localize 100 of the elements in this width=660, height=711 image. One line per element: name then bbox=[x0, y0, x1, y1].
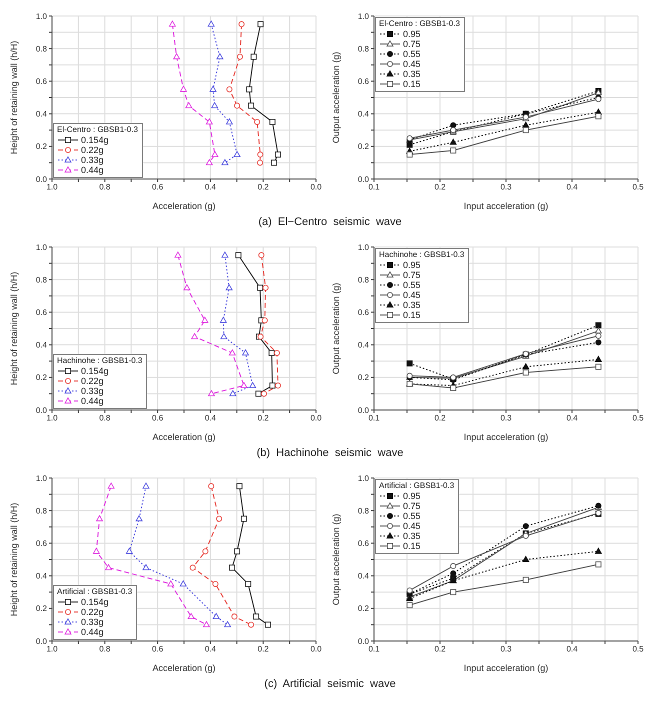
legend-label: 0.95 bbox=[403, 260, 421, 270]
legend-label: 0.55 bbox=[403, 49, 421, 59]
legend-label: 0.154g bbox=[81, 135, 109, 145]
x-tick-label: 0.0 bbox=[310, 414, 322, 423]
text: (c) Artificial seismic wave bbox=[263, 678, 397, 690]
x-tick-label: 0.6 bbox=[152, 644, 164, 654]
legend-title: Artificial : GBSB1-0.3 bbox=[57, 587, 132, 597]
x-tick-label: 0.1 bbox=[368, 182, 380, 192]
x-tick-label: 1.0 bbox=[46, 644, 58, 654]
legend-label: 0.22g bbox=[81, 145, 104, 155]
y-tick-label: 0.0 bbox=[36, 636, 48, 646]
legend-title: Hachinohe : GBSB1-0.3 bbox=[57, 356, 142, 366]
x-axis-title: Input acceleration (g) bbox=[464, 432, 548, 442]
legend-label: 0.45 bbox=[403, 521, 421, 531]
legend-label: 0.22g bbox=[81, 607, 104, 617]
y-tick-label: 0.4 bbox=[36, 110, 48, 119]
x-tick-label: 1.0 bbox=[46, 182, 58, 192]
x-axis-title: Input acceleration (g) bbox=[464, 201, 548, 211]
x-tick-label: 0.2 bbox=[258, 414, 270, 423]
x-tick-label: 0.4 bbox=[204, 644, 217, 654]
y-tick-label: 0.0 bbox=[36, 406, 48, 415]
y-tick-label: 0.6 bbox=[36, 308, 48, 318]
y-tick-label: 0.0 bbox=[358, 406, 370, 415]
text: (a) El−Centro seismic wave bbox=[257, 216, 403, 228]
y-tick-label: 0.2 bbox=[36, 142, 48, 152]
legend-label: 0.44g bbox=[81, 396, 104, 406]
x-tick-label: 0.2 bbox=[258, 644, 270, 654]
x-tick-label: 0.3 bbox=[500, 644, 512, 654]
y-tick-label: 0.8 bbox=[358, 275, 370, 284]
x-tick-label: 0.4 bbox=[204, 182, 217, 192]
y-tick-label: 1.0 bbox=[36, 242, 48, 252]
x-tick-label: 0.5 bbox=[632, 414, 644, 423]
y-axis-title: Height of retaining wall (h/H) bbox=[9, 272, 20, 386]
y-tick-label: 0.6 bbox=[358, 308, 370, 318]
x-tick-label: 0.0 bbox=[310, 182, 322, 192]
y-tick-label: 0.4 bbox=[36, 340, 48, 350]
y-tick-label: 0.6 bbox=[36, 539, 48, 548]
x-tick-label: 0.3 bbox=[500, 182, 512, 192]
legend-label: 0.33g bbox=[81, 155, 104, 165]
x-tick-label: 0.1 bbox=[368, 644, 380, 654]
x-tick-label: 0.4 bbox=[204, 414, 217, 423]
y-tick-label: 0.4 bbox=[358, 340, 370, 350]
y-axis-title: Output acceleration (g) bbox=[331, 514, 342, 606]
x-axis-title: Input acceleration (g) bbox=[464, 663, 548, 673]
legend-label: 0.154g bbox=[81, 597, 109, 607]
legend-title: El-Centro : GBSB1-0.3 bbox=[57, 125, 138, 135]
x-tick-label: 0.4 bbox=[566, 414, 578, 423]
y-tick-label: 0.4 bbox=[36, 572, 48, 581]
y-axis-title: Height of retaining wall (h/H) bbox=[9, 40, 20, 154]
legend-label: 0.75 bbox=[403, 270, 421, 280]
x-tick-label: 0.2 bbox=[258, 182, 270, 192]
y-tick-label: 0.4 bbox=[358, 572, 370, 581]
legend-label: 0.15 bbox=[403, 310, 421, 320]
legend-label: 0.75 bbox=[403, 501, 421, 511]
y-tick-label: 0.8 bbox=[36, 275, 48, 284]
legend-label: 0.22g bbox=[81, 376, 104, 386]
legend-label: 0.15 bbox=[403, 541, 421, 551]
x-axis-title: Acceleration (g) bbox=[152, 201, 216, 211]
x-tick-label: 0.8 bbox=[99, 182, 111, 192]
legend-label: 0.33g bbox=[81, 617, 104, 627]
x-tick-label: 0.5 bbox=[632, 182, 644, 192]
legend-label: 0.154g bbox=[81, 366, 109, 376]
y-tick-label: 0.8 bbox=[358, 506, 370, 516]
y-tick-label: 0.6 bbox=[358, 77, 370, 86]
y-tick-label: 0.4 bbox=[358, 110, 370, 119]
y-axis-title: Output acceleration (g) bbox=[331, 52, 342, 144]
y-tick-label: 0.2 bbox=[36, 604, 48, 614]
y-tick-label: 1.0 bbox=[36, 12, 48, 21]
y-tick-label: 1.0 bbox=[358, 242, 370, 252]
x-axis-title: Acceleration (g) bbox=[152, 663, 216, 673]
x-tick-label: 0.3 bbox=[500, 414, 512, 423]
x-tick-label: 0.4 bbox=[566, 644, 578, 654]
y-tick-label: 0.8 bbox=[358, 44, 370, 54]
y-tick-label: 0.2 bbox=[358, 604, 370, 614]
text: (b) Hachinohe seismic wave bbox=[256, 447, 404, 459]
x-tick-label: 0.2 bbox=[434, 414, 446, 423]
legend-label: 0.55 bbox=[403, 511, 421, 521]
y-tick-label: 0.0 bbox=[358, 636, 370, 646]
legend-label: 0.44g bbox=[81, 627, 104, 637]
x-tick-label: 0.2 bbox=[434, 182, 446, 192]
legend-label: 0.45 bbox=[403, 290, 421, 300]
legend-label: 0.44g bbox=[81, 165, 104, 175]
y-tick-label: 0.6 bbox=[36, 77, 48, 86]
x-tick-label: 0.1 bbox=[368, 414, 380, 423]
y-tick-label: 0.2 bbox=[36, 373, 48, 382]
y-tick-label: 0.8 bbox=[36, 506, 48, 516]
y-tick-label: 1.0 bbox=[36, 474, 48, 483]
x-tick-label: 1.0 bbox=[46, 414, 58, 423]
legend-label: 0.35 bbox=[403, 300, 421, 310]
y-tick-label: 1.0 bbox=[358, 12, 370, 21]
y-tick-label: 0.0 bbox=[36, 174, 48, 184]
y-tick-label: 1.0 bbox=[358, 474, 370, 483]
legend-label: 0.35 bbox=[403, 69, 421, 79]
legend-label: 0.33g bbox=[81, 386, 104, 396]
x-tick-label: 0.4 bbox=[566, 182, 578, 192]
x-tick-label: 0.6 bbox=[152, 182, 164, 192]
y-axis-title: Height of retaining wall (h/H) bbox=[9, 502, 20, 616]
y-tick-label: 0.2 bbox=[358, 142, 370, 152]
legend-label: 0.95 bbox=[403, 29, 421, 39]
legend-label: 0.45 bbox=[403, 59, 421, 69]
